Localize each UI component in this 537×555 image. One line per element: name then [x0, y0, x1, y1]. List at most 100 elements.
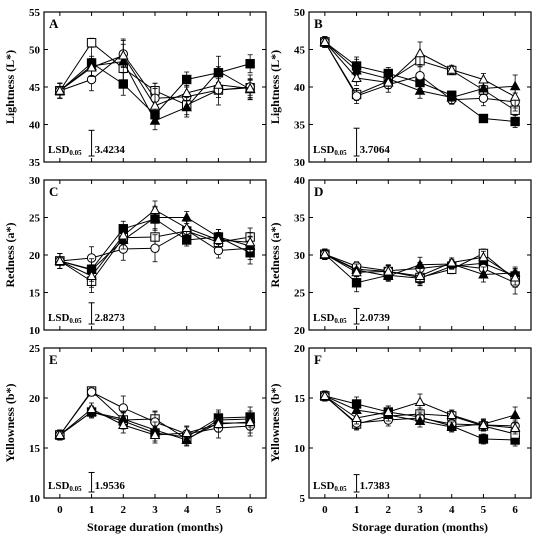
lsd-subscript: 0.05 — [69, 317, 82, 325]
x-tick-label: 1 — [354, 504, 360, 516]
lsd-subscript: 0.05 — [69, 485, 82, 493]
data-point — [478, 434, 489, 444]
x-axis-title-e: Storage duration (months) — [87, 520, 223, 534]
data-point — [510, 116, 520, 127]
x-tick-label: 3 — [417, 504, 423, 516]
data-point — [446, 409, 457, 419]
y-tick-label: 40 — [294, 175, 306, 187]
y-tick-label: 55 — [29, 7, 41, 19]
x-tick-label: 6 — [512, 504, 518, 516]
data-point — [245, 59, 255, 69]
data-point — [383, 265, 394, 276]
data-point — [182, 74, 192, 85]
lsd-prefix-label: LSD0.05 — [48, 144, 82, 157]
lsd-bar-f: LSD0.05 1.7383 — [313, 474, 390, 493]
y-tick-label: 15 — [29, 443, 41, 455]
data-point — [478, 93, 489, 103]
lsd-prefix-label: LSD0.05 — [48, 480, 82, 493]
data-point — [415, 71, 425, 81]
lsd-bar-b: LSD0.05 3.7064 — [313, 127, 390, 157]
data-point — [54, 85, 66, 95]
y-tick-label: 30 — [29, 175, 41, 187]
series-f-open-triangle — [319, 390, 521, 435]
y-tick-label: 25 — [29, 213, 41, 225]
y-axis-title-d: Redness (a*) — [268, 222, 282, 287]
data-point — [149, 204, 161, 214]
y-tick-label: 15 — [294, 393, 306, 405]
x-tick-label: 5 — [216, 504, 222, 516]
y-tick-label: 40 — [29, 120, 41, 132]
data-point — [213, 79, 224, 89]
x-axis-title-f: Storage duration (months) — [352, 520, 488, 534]
y-axis-title-a: Lightness (L*) — [3, 50, 17, 124]
data-point — [446, 64, 457, 74]
data-point — [351, 278, 362, 288]
data-point — [478, 251, 489, 262]
data-point — [86, 387, 97, 397]
panel-f: 5 10 15 20 0 1 2 3 4 5 6 Yellowness (b*) Storage dur… — [268, 343, 532, 534]
data-point — [86, 61, 97, 72]
y-tick-label: 20 — [29, 393, 41, 405]
x-tick-label: 4 — [184, 504, 190, 516]
x-tick-label: 6 — [247, 504, 253, 516]
lsd-bar-c: LSD0.05 2.8273 — [48, 302, 125, 325]
data-point — [150, 243, 160, 253]
y-axis-title-c: Redness (a*) — [3, 222, 17, 287]
series-e-open-triangle — [54, 402, 256, 444]
data-point — [478, 268, 489, 279]
x-tick-label: 2 — [121, 504, 127, 516]
x-tick-label: 1 — [89, 504, 95, 516]
y-tick-label: 25 — [29, 343, 41, 355]
data-point — [181, 101, 192, 112]
lsd-prefix-label: LSD0.05 — [313, 144, 347, 157]
y-tick-label: 45 — [294, 45, 306, 57]
y-tick-label: 20 — [294, 343, 306, 355]
data-point — [86, 270, 97, 280]
x-tick-label: 0 — [57, 504, 63, 516]
lsd-bar-a: LSD0.05 3.4234 — [48, 129, 125, 157]
series-d-open-triangle — [319, 248, 521, 286]
data-point — [446, 91, 457, 102]
y-tick-label: 45 — [29, 82, 41, 94]
x-tick-label: 2 — [386, 504, 392, 516]
lsd-subscript: 0.05 — [69, 149, 82, 157]
data-point — [213, 65, 224, 76]
data-point — [213, 418, 224, 428]
panel-c: 10 15 20 25 30 Redness (a*) C LSD0.05 2.8273 — [3, 175, 267, 337]
x-tick-label: 5 — [481, 504, 487, 516]
lsd-prefix-label: LSD0.05 — [48, 312, 82, 325]
data-point — [478, 73, 489, 84]
data-point — [181, 87, 192, 97]
data-point — [319, 248, 331, 259]
lsd-value-label: 1.9536 — [95, 480, 126, 492]
y-tick-label: 10 — [29, 325, 41, 337]
data-point — [149, 100, 161, 110]
panel-letter-f: F — [314, 352, 322, 367]
y-tick-label: 30 — [294, 250, 306, 262]
x-tick-label: 0 — [322, 504, 328, 516]
panel-d: 20 25 30 35 40 Redness (a*) D LSD0.05 2.0739 — [268, 175, 532, 337]
y-tick-label: 50 — [294, 7, 306, 19]
lsd-subscript: 0.05 — [334, 485, 347, 493]
data-point — [509, 91, 521, 101]
data-point — [383, 406, 394, 416]
y-tick-label: 5 — [300, 493, 306, 505]
y-tick-label: 35 — [29, 157, 41, 169]
y-tick-label: 35 — [294, 120, 306, 132]
panel-letter-b: B — [314, 16, 323, 31]
y-axis-title-f: Yellowness (b*) — [268, 383, 282, 462]
data-point — [118, 419, 129, 429]
series-c-open-triangle — [54, 200, 256, 288]
data-point — [118, 49, 129, 60]
y-tick-label: 10 — [294, 443, 306, 455]
lsd-prefix-label: LSD0.05 — [313, 312, 347, 325]
data-point — [383, 76, 394, 87]
plot-frame-d — [308, 179, 532, 331]
x-tick-label: 4 — [449, 504, 455, 516]
data-point — [414, 270, 426, 280]
y-tick-label: 40 — [294, 82, 306, 94]
data-point — [86, 403, 97, 413]
data-point — [244, 236, 256, 247]
y-tick-label: 20 — [29, 250, 41, 262]
